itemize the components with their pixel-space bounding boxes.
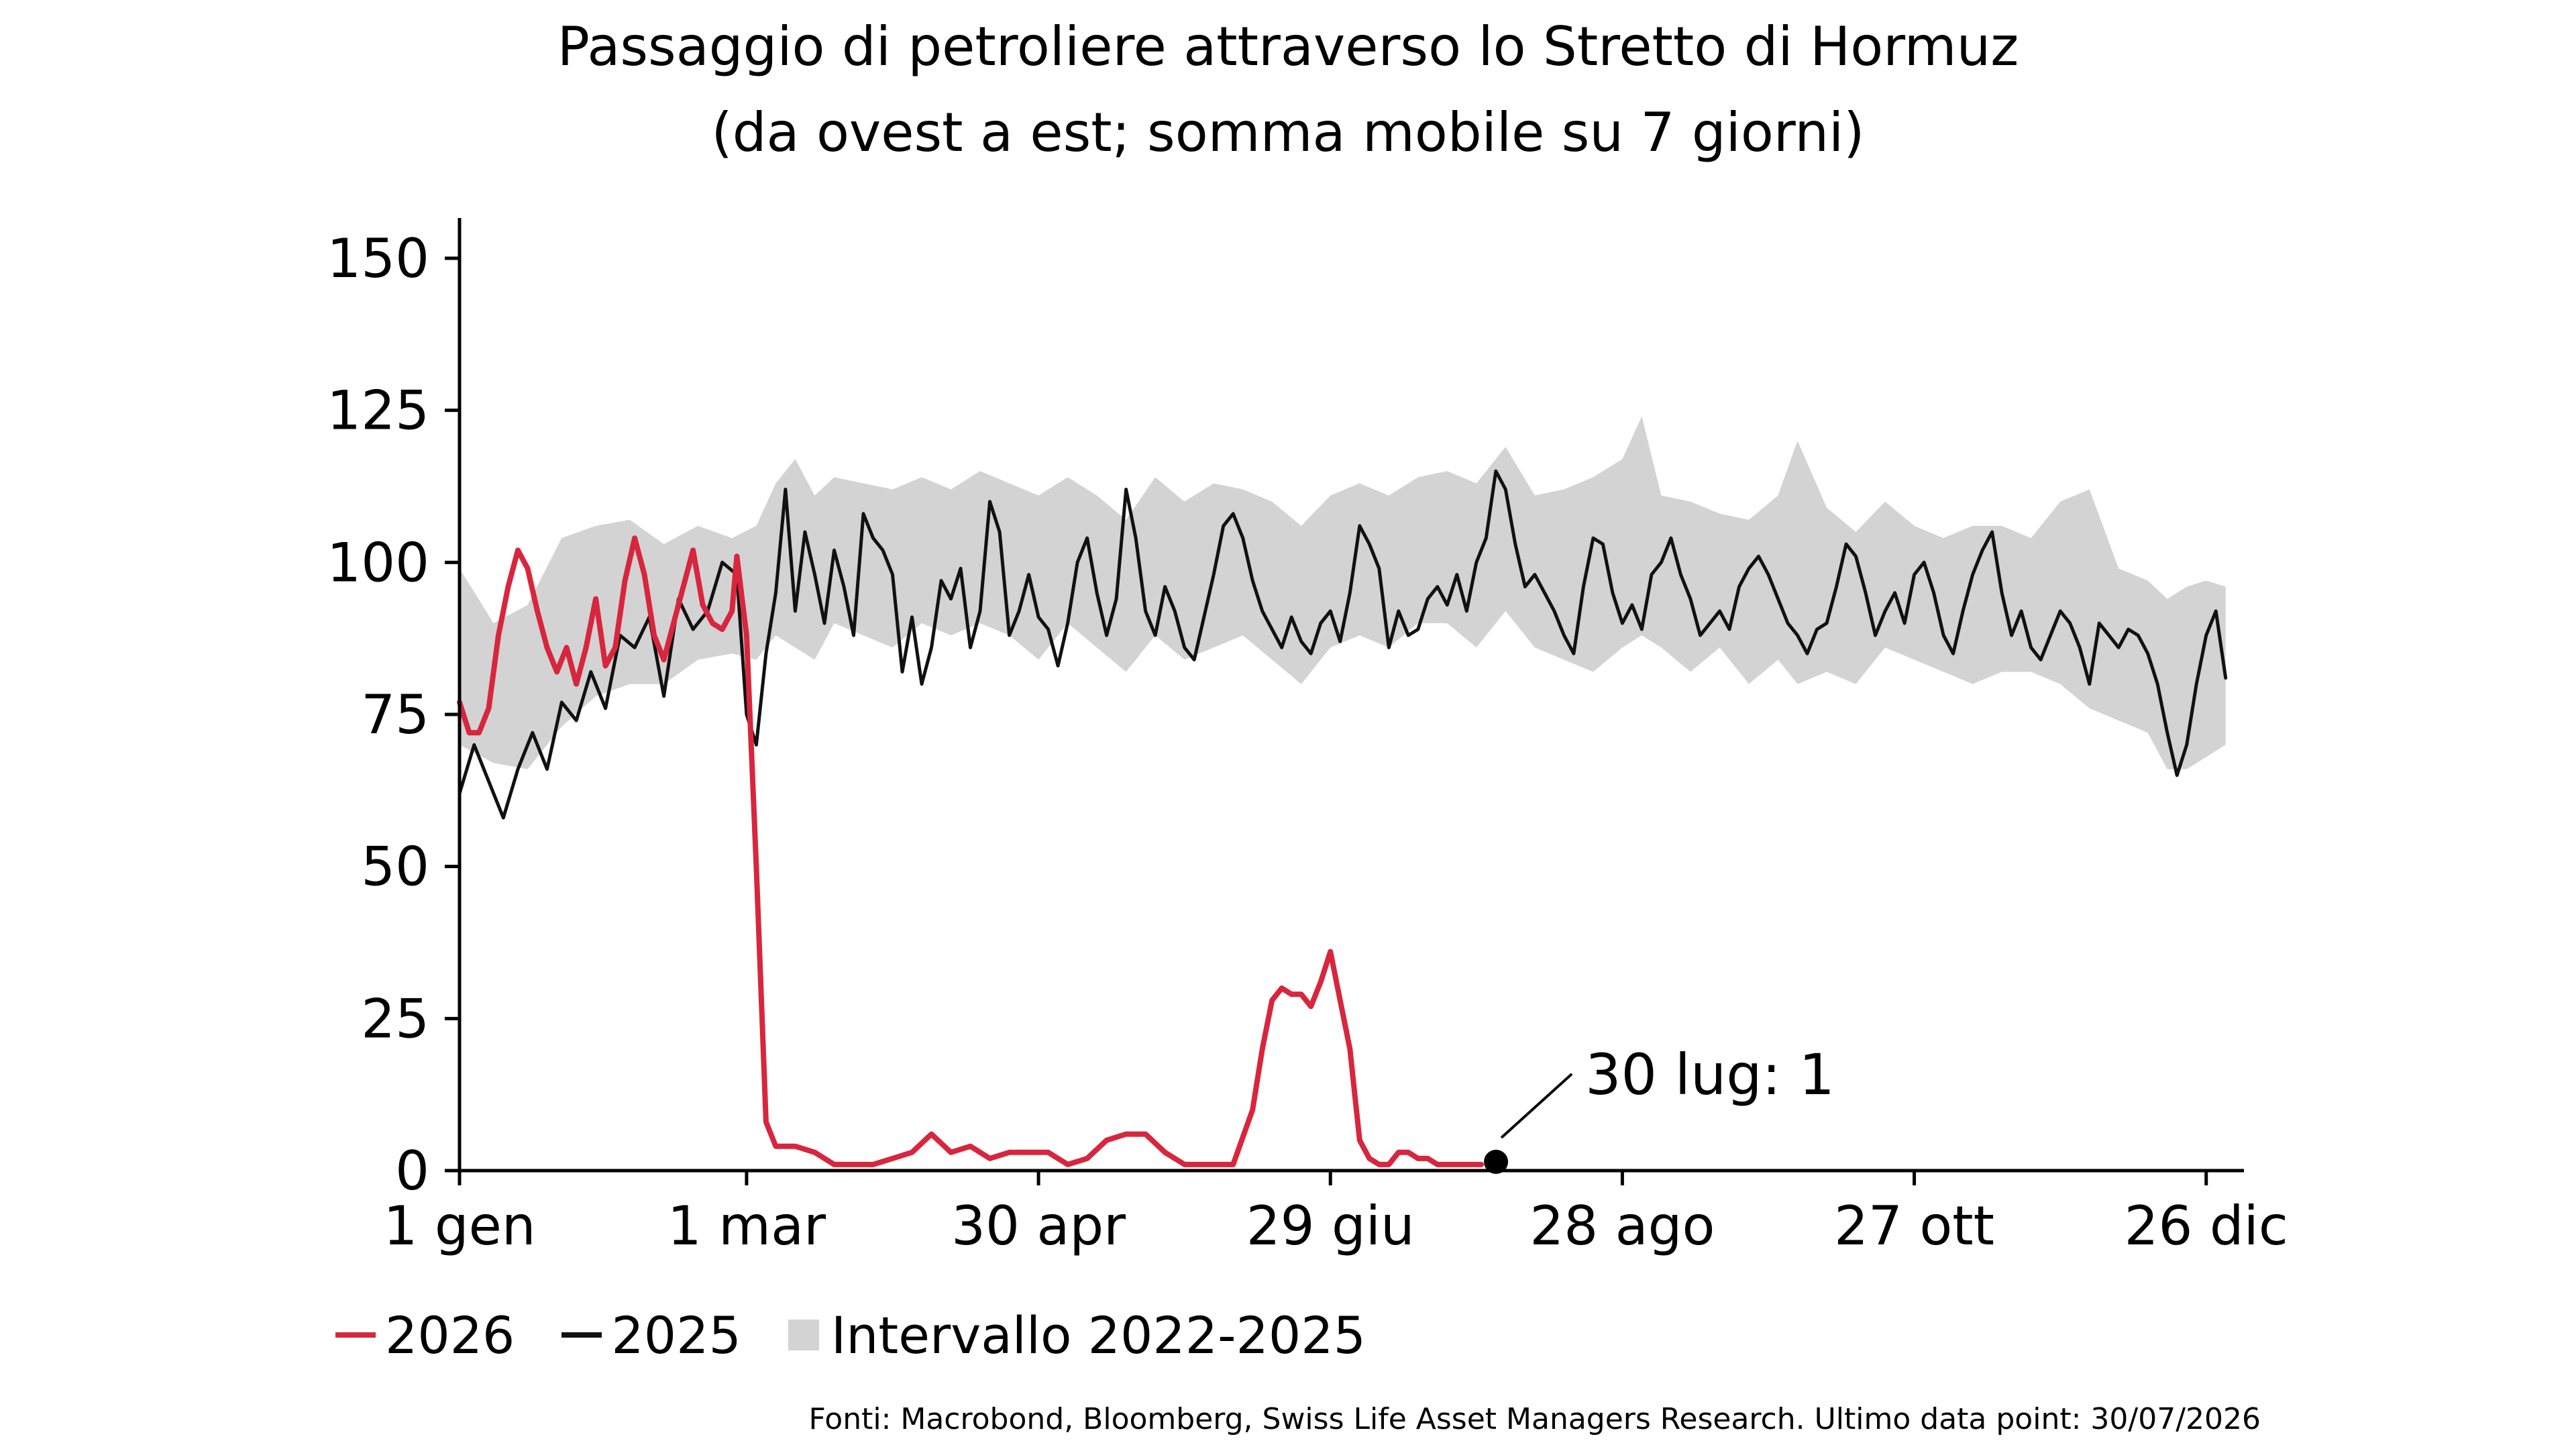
x-tick-label: 28 ago xyxy=(1529,1195,1715,1257)
chart-subtitle: (da ovest a est; somma mobile su 7 giorn… xyxy=(711,101,1865,164)
chart-title: Passaggio di petroliere attraverso lo St… xyxy=(557,15,2019,78)
x-tick-label: 30 apr xyxy=(951,1195,1126,1257)
y-tick-label: 25 xyxy=(361,987,429,1050)
annotation-layer: 30 lug: 1 xyxy=(1484,1042,1835,1174)
series-line-2025 xyxy=(458,469,2228,820)
x-tick-label: 26 dic xyxy=(2125,1195,2288,1257)
range-band-area xyxy=(460,416,2226,769)
axis-layer: 0 25 50 75 100 125 150 1 gen 1 mar 30 apr 29 giu 28… xyxy=(327,218,2288,1257)
legend: 2026 2025 Intervallo 2022-2025 xyxy=(335,1301,1413,1368)
x-tick-label: 1 mar xyxy=(667,1195,826,1257)
annotation-label: 30 lug: 1 xyxy=(1585,1042,1835,1108)
source-note: Fonti: Macrobond, Bloomberg, Swiss Life … xyxy=(808,1402,2261,1436)
legend-item-range: Intervallo 2022-2025 xyxy=(788,1305,1366,1365)
x-tick-label: 27 ott xyxy=(1834,1195,1994,1257)
legend-swatch-2025 xyxy=(561,1332,602,1338)
x-tick-label: 1 gen xyxy=(383,1195,535,1257)
x-tick-label: 29 giu xyxy=(1246,1195,1415,1257)
annotation-marker xyxy=(1484,1149,1509,1174)
y-tick-label: 150 xyxy=(327,227,429,290)
y-tick-label: 125 xyxy=(327,380,429,442)
range-band-layer xyxy=(460,416,2226,769)
series-line-2026 xyxy=(457,535,1485,1167)
legend-swatch-range xyxy=(788,1320,819,1350)
y-tick-label: 50 xyxy=(361,836,429,898)
y-tick-label: 100 xyxy=(327,531,429,594)
legend-label-2026: 2026 xyxy=(385,1305,515,1365)
series-layer xyxy=(457,469,2228,1167)
legend-label-2025: 2025 xyxy=(611,1305,741,1365)
legend-label-range: Intervallo 2022-2025 xyxy=(830,1305,1366,1365)
y-tick-label: 0 xyxy=(395,1140,429,1202)
y-tick-label: 75 xyxy=(361,684,429,746)
legend-item-2026: 2026 xyxy=(335,1305,515,1365)
legend-item-2025: 2025 xyxy=(561,1305,741,1365)
annotation-leader-line xyxy=(1500,1073,1573,1139)
legend-swatch-2026 xyxy=(335,1332,376,1338)
